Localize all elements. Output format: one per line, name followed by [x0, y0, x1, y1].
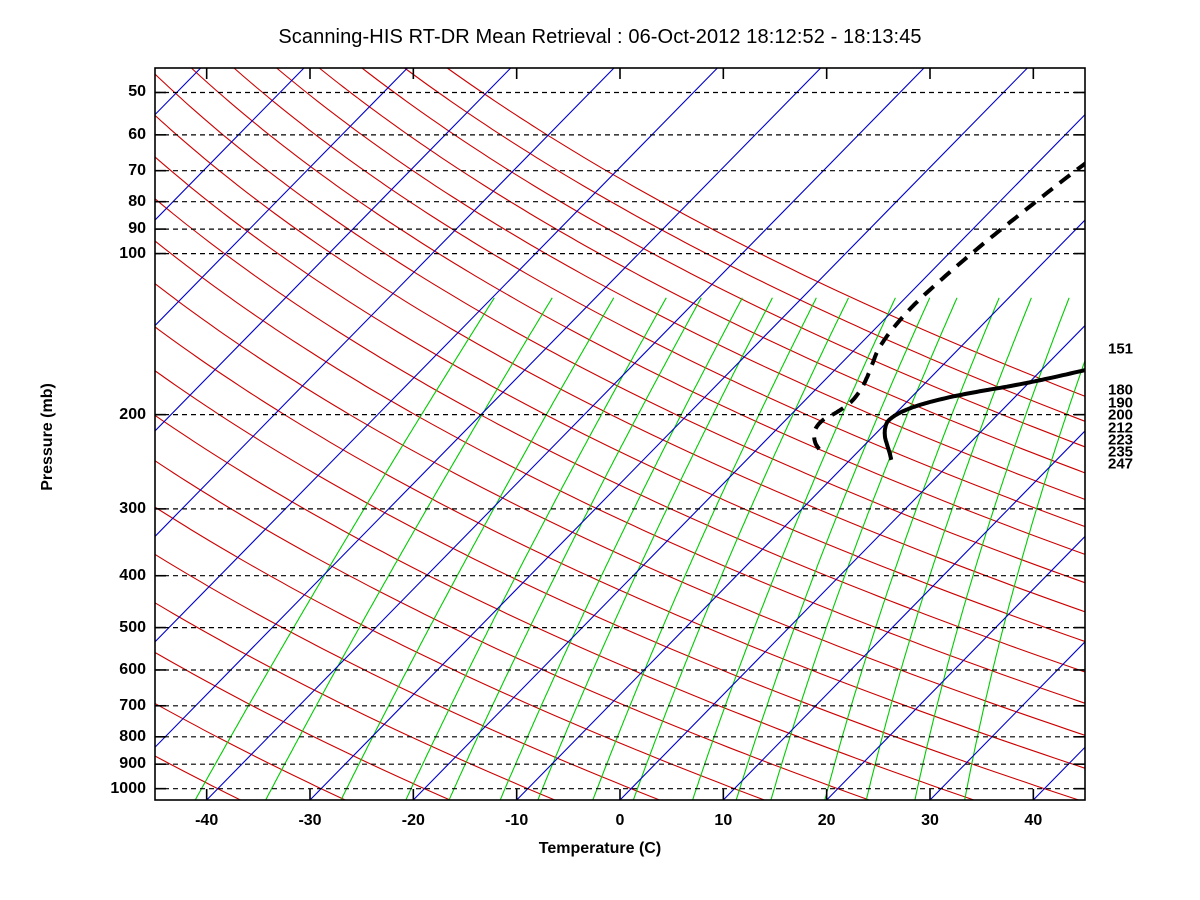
y-tick-label: 800: [119, 727, 146, 745]
chart-title: Scanning-HIS RT-DR Mean Retrieval : 06-O…: [278, 26, 922, 48]
y-tick-label: 100: [119, 244, 146, 262]
right-pressure-label: 235: [1108, 443, 1134, 461]
right-pressure-label: 223: [1108, 431, 1134, 449]
x-tick-label: 0: [615, 812, 625, 829]
y-tick-label: 600: [119, 660, 146, 678]
right-pressure-label: 212: [1108, 419, 1134, 437]
right-pressure-label: 151: [1108, 340, 1134, 358]
y-tick-label: 200: [119, 405, 146, 423]
y-tick-label: 80: [128, 192, 146, 210]
profile-dewpoint: [812, 161, 1085, 457]
y-tick-label: 90: [128, 220, 146, 238]
y-tick-label: 900: [119, 755, 146, 773]
y-tick-label: 1000: [110, 779, 146, 797]
right-pressure-label: 247: [1108, 455, 1134, 473]
x-tick-label: 10: [714, 812, 733, 829]
right-pressure-label: 190: [1108, 394, 1134, 412]
x-tick-label: 30: [921, 812, 939, 829]
x-tick-label: -30: [298, 812, 322, 829]
y-tick-label: 500: [119, 618, 146, 636]
x-tick-label: -40: [195, 812, 219, 829]
profile-temperature: [882, 368, 1085, 462]
right-pressure-label: 200: [1108, 406, 1134, 424]
y-tick-label: 700: [119, 696, 146, 714]
x-tick-label: 20: [817, 812, 836, 829]
y-tick-label: 400: [119, 566, 146, 584]
y-tick-label: 60: [128, 125, 146, 143]
right-pressure-label: 180: [1108, 381, 1134, 399]
y-tick-label: 300: [119, 499, 146, 517]
x-tick-label: -10: [505, 812, 529, 829]
y-tick-label: 70: [128, 161, 146, 179]
x-tick-label: -20: [401, 812, 425, 829]
x-axis-label: Temperature (C): [538, 840, 662, 857]
x-tick-label: 40: [1024, 812, 1043, 829]
y-tick-label: 50: [128, 83, 146, 101]
